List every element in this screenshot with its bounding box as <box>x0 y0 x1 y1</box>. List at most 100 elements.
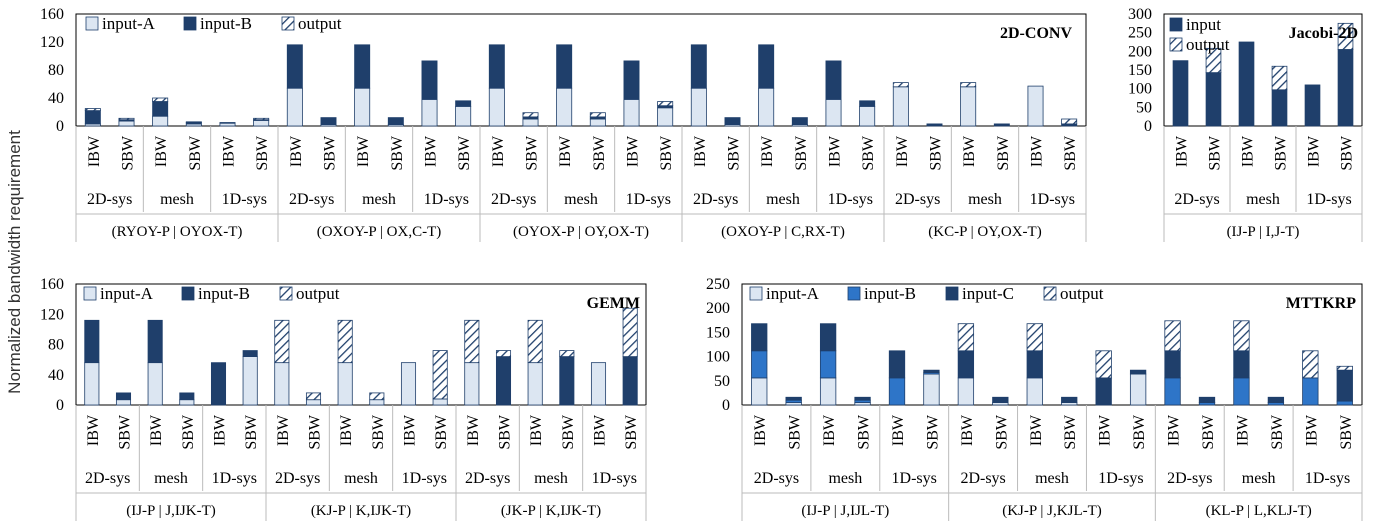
x-bar-label: IBW <box>1097 414 1114 446</box>
bar-segment-input-B <box>147 319 163 364</box>
chart-title: GEMM <box>587 295 640 312</box>
bar-segment-input-B <box>559 356 575 406</box>
bar-segment-input-C <box>785 396 802 401</box>
x-bar-label: SBW <box>456 135 473 171</box>
x-bar-label: SBW <box>860 135 877 171</box>
bar-segment-input-C <box>1198 396 1216 403</box>
x-bar-label: IBW <box>528 414 545 446</box>
legend-label: output <box>1186 35 1230 54</box>
bar-segment-input-A <box>152 115 169 127</box>
bar-segment-input-A <box>960 86 977 127</box>
bar-segment-output <box>657 101 674 107</box>
x-bar-label: SBW <box>187 135 204 171</box>
arch-label: mesh <box>1242 470 1276 487</box>
bar-segment-output <box>1336 365 1353 371</box>
arch-label: mesh <box>160 191 194 208</box>
group-label: (OXOY-P | C,RX-T) <box>721 224 845 240</box>
bar-segment-input-A <box>690 87 707 127</box>
bar-segment-output <box>1337 22 1354 50</box>
arch-label: 2D-sys <box>465 470 510 487</box>
bar-segment-input-A <box>819 377 837 406</box>
x-bar-label: SBW <box>307 414 324 450</box>
bar-segment-input-C <box>1267 396 1285 403</box>
arch-label: 1D-sys <box>1306 191 1351 208</box>
x-bar-label: SBW <box>560 414 577 450</box>
x-bar-label: SBW <box>787 414 804 450</box>
legend-label: input-C <box>962 284 1014 303</box>
bar-segment-input-B <box>819 350 837 379</box>
bar-segment-input-C <box>1095 377 1112 406</box>
x-bar-label: SBW <box>658 135 675 171</box>
x-bar-label: IBW <box>275 414 292 446</box>
x-bar-label: SBW <box>524 135 541 171</box>
bar-segment-input-A <box>657 107 674 127</box>
bar-segment-output <box>305 392 322 401</box>
bar-segment-input-B <box>622 356 638 406</box>
bar-segment-output <box>1026 323 1043 352</box>
legend-label: input-A <box>100 284 154 303</box>
bar-segment-input-A <box>623 99 640 127</box>
bar-segment-input-A <box>1026 377 1043 406</box>
x-bar-label: IBW <box>890 414 907 446</box>
x-bar-label: SBW <box>497 414 514 450</box>
plot-frame <box>75 283 647 406</box>
bar-segment-input-C <box>1061 396 1078 403</box>
y-tick-label: 100 <box>1128 81 1152 98</box>
bar-segment-input-A <box>825 99 842 127</box>
bar-segment-input-A <box>923 373 940 406</box>
x-bar-label: IBW <box>148 414 165 446</box>
x-bar-label: SBW <box>254 135 271 171</box>
bar-segment-input-A <box>455 106 472 127</box>
legend-label: input-B <box>198 284 250 303</box>
x-bar-label: SBW <box>726 135 743 171</box>
arch-label: 1D-sys <box>626 191 671 208</box>
bar-segment-input-A <box>369 399 385 406</box>
group-label: (OXOY-P | OX,C-T) <box>317 224 442 240</box>
y-tick-label: 40 <box>48 367 64 384</box>
bar-segment-input-C <box>888 350 906 379</box>
bar-segment-input-B <box>320 117 337 125</box>
x-bar-label: IBW <box>490 135 507 167</box>
x-bar-label: IBW <box>759 135 776 167</box>
y-tick-label: 0 <box>722 397 730 414</box>
x-bar-label: SBW <box>591 135 608 171</box>
y-tick-label: 0 <box>56 397 64 414</box>
arch-label: mesh <box>344 470 378 487</box>
bar-segment-output <box>84 108 101 111</box>
x-bar-label: IBW <box>1174 135 1191 167</box>
x-bar-label: SBW <box>993 414 1010 450</box>
arch-label: mesh <box>534 470 568 487</box>
x-bar-label: SBW <box>1207 135 1224 171</box>
group-label: (IJ-P | J,IJK-T) <box>126 503 216 519</box>
plot-frame <box>75 13 1087 127</box>
x-bar-label: SBW <box>856 414 873 450</box>
bar-segment-input-B <box>825 60 842 100</box>
y-tick-label: 50 <box>1136 99 1152 116</box>
bar-segment-input-C <box>854 396 871 401</box>
bar-segment-input-B <box>84 110 101 125</box>
bar-segment-input-B <box>556 44 573 89</box>
x-bar-label: IBW <box>402 414 419 446</box>
bar-segment-output <box>464 319 480 364</box>
bar-segment-output <box>337 319 353 364</box>
bar-segment-output <box>219 122 236 124</box>
bar-segment-input-B <box>1302 377 1319 406</box>
x-bar-label: IBW <box>465 414 482 446</box>
x-bar-label: SBW <box>1338 414 1355 450</box>
group-label: (IJ-P | J,IJL-T) <box>801 503 889 519</box>
bar-segment-input-B <box>179 392 195 401</box>
bar-segment-input-C <box>751 323 768 352</box>
bar-segment-output <box>118 117 135 121</box>
x-bar-label: SBW <box>623 414 640 450</box>
bar-segment-input-C <box>1026 350 1043 379</box>
legend-label: input-A <box>766 284 820 303</box>
bar-segment-input-A <box>286 87 303 127</box>
y-tick-label: 200 <box>706 300 730 317</box>
bar-segment-output <box>185 121 202 123</box>
legend-swatch <box>945 286 959 301</box>
chart-title: Jacobi-2D <box>1289 25 1358 42</box>
arch-label: 2D-sys <box>87 191 132 208</box>
bar-segment-input-C <box>923 369 940 373</box>
chart-conv: 0 40 80 120 160 IBW SBW IBW SBW IBW SBW IBW SBW IBW SB… <box>40 6 1087 242</box>
